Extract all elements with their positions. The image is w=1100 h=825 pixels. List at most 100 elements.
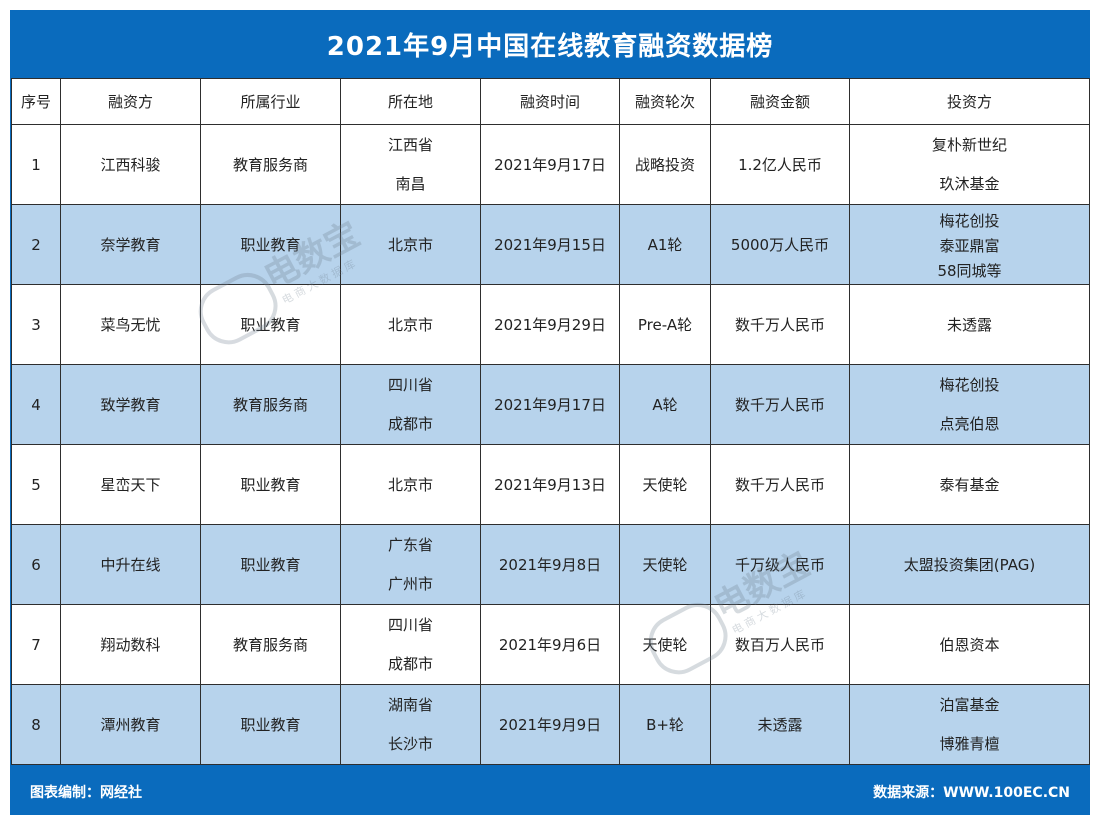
cell-date: 2021年9月9日	[480, 684, 620, 765]
cell-amount: 1.2亿人民币	[710, 124, 850, 205]
location-line: 四川省	[387, 375, 433, 394]
header-no: 序号	[11, 78, 61, 125]
cell-company: 致学教育	[60, 364, 201, 445]
cell-investors: 复朴新世纪 玖沐基金	[849, 124, 1090, 205]
cell-amount: 千万级人民币	[710, 524, 850, 605]
header-amount: 融资金额	[710, 78, 850, 125]
cell-location: 广东省 广州市	[340, 524, 481, 605]
cell-industry: 教育服务商	[200, 364, 341, 445]
cell-date: 2021年9月6日	[480, 604, 620, 685]
investor-line: 梅花创投	[939, 375, 1000, 394]
investor-line: 点亮伯恩	[939, 414, 1000, 433]
report-title: 2021年9月中国在线教育融资数据榜	[326, 31, 774, 62]
table-row: 7 翔动数科 教育服务商 四川省 成都市 2021年9月6日 天使轮 数百万人民币…	[11, 604, 1090, 685]
cell-round: 天使轮	[619, 444, 711, 525]
cell-no: 5	[11, 444, 61, 525]
cell-investors: 梅花创投 点亮伯恩	[849, 364, 1090, 445]
header-row: 序号 融资方 所属行业 所在地 融资时间 融资轮次 融资金额 投资方	[11, 78, 1090, 125]
table-row: 1 江西科骏 教育服务商 江西省 南昌 2021年9月17日 战略投资 1.2亿人…	[11, 124, 1090, 205]
cell-date: 2021年9月13日	[480, 444, 620, 525]
header-date: 融资时间	[480, 78, 620, 125]
cell-industry: 职业教育	[200, 524, 341, 605]
investor-line: 泊富基金	[939, 695, 1000, 714]
cell-amount: 数千万人民币	[710, 284, 850, 365]
location-line: 长沙市	[387, 734, 433, 753]
table-row: 8 潭州教育 职业教育 湖南省 长沙市 2021年9月9日 B+轮 未透露 泊富基…	[11, 684, 1090, 765]
table-row: 5 星峦天下 职业教育 北京市 2021年9月13日 天使轮 数千万人民币 泰有…	[11, 444, 1090, 525]
cell-amount: 数百万人民币	[710, 604, 850, 685]
cell-date: 2021年9月17日	[480, 364, 620, 445]
cell-date: 2021年9月17日	[480, 124, 620, 205]
cell-industry: 职业教育	[200, 444, 341, 525]
data-source: 数据来源：WWW.100EC.CN	[873, 785, 1070, 801]
location-line: 广州市	[387, 574, 433, 593]
cell-location: 四川省 成都市	[340, 604, 481, 685]
cell-no: 4	[11, 364, 61, 445]
cell-round: 天使轮	[619, 524, 711, 605]
cell-location: 北京市	[340, 444, 481, 525]
cell-date: 2021年9月29日	[480, 284, 620, 365]
cell-location: 江西省 南昌	[340, 124, 481, 205]
cell-investors: 泰有基金	[849, 444, 1090, 525]
cell-round: Pre-A轮	[619, 284, 711, 365]
cell-company: 奈学教育	[60, 204, 201, 285]
cell-location: 湖南省 长沙市	[340, 684, 481, 765]
header-company: 融资方	[60, 78, 201, 125]
cell-amount: 数千万人民币	[710, 364, 850, 445]
compiler-credit: 图表编制：网经社	[30, 785, 142, 801]
cell-amount: 未透露	[710, 684, 850, 765]
funding-table: 序号 融资方 所属行业 所在地 融资时间 融资轮次 融资金额 投资方 1 江西科…	[11, 78, 1090, 765]
cell-company: 翔动数科	[60, 604, 201, 685]
cell-no: 1	[11, 124, 61, 205]
cell-no: 3	[11, 284, 61, 365]
cell-date: 2021年9月8日	[480, 524, 620, 605]
cell-round: A轮	[619, 364, 711, 445]
cell-investors: 梅花创投泰亚鼎富 58同城等	[849, 204, 1090, 285]
investor-line: 58同城等	[937, 261, 1002, 280]
report-footer: 图表编制：网经社 数据来源：WWW.100EC.CN	[10, 772, 1090, 815]
investor-line: 泰亚鼎富	[939, 236, 1000, 255]
investor-line: 复朴新世纪	[931, 135, 1007, 154]
table-row: 3 菜鸟无忧 职业教育 北京市 2021年9月29日 Pre-A轮 数千万人民币…	[11, 284, 1090, 365]
header-industry: 所属行业	[200, 78, 341, 125]
location-line: 成都市	[387, 654, 433, 673]
location-line: 江西省	[387, 135, 433, 154]
location-line: 广东省	[387, 535, 433, 554]
cell-company: 菜鸟无忧	[60, 284, 201, 365]
cell-industry: 职业教育	[200, 684, 341, 765]
cell-location: 北京市	[340, 204, 481, 285]
table-row: 2 奈学教育 职业教育 北京市 2021年9月15日 A1轮 5000万人民币 …	[11, 204, 1090, 285]
cell-no: 2	[11, 204, 61, 285]
header-round: 融资轮次	[619, 78, 711, 125]
cell-location: 四川省 成都市	[340, 364, 481, 445]
investor-line: 博雅青檀	[939, 734, 1000, 753]
location-line: 湖南省	[387, 695, 433, 714]
cell-industry: 职业教育	[200, 284, 341, 365]
cell-industry: 教育服务商	[200, 124, 341, 205]
cell-company: 中升在线	[60, 524, 201, 605]
cell-company: 江西科骏	[60, 124, 201, 205]
cell-investors: 泊富基金 博雅青檀	[849, 684, 1090, 765]
cell-round: A1轮	[619, 204, 711, 285]
cell-round: B+轮	[619, 684, 711, 765]
cell-company: 星峦天下	[60, 444, 201, 525]
header-investors: 投资方	[849, 78, 1090, 125]
cell-no: 7	[11, 604, 61, 685]
cell-round: 战略投资	[619, 124, 711, 205]
location-line: 四川省	[387, 615, 433, 634]
cell-amount: 数千万人民币	[710, 444, 850, 525]
location-line: 成都市	[387, 414, 433, 433]
investor-line: 玖沐基金	[939, 174, 1000, 193]
cell-investors: 太盟投资集团(PAG)	[849, 524, 1090, 605]
cell-company: 潭州教育	[60, 684, 201, 765]
cell-no: 6	[11, 524, 61, 605]
cell-amount: 5000万人民币	[710, 204, 850, 285]
report-frame: 2021年9月中国在线教育融资数据榜 序号 融资方 所属行业 所在地 融资时间 …	[10, 10, 1090, 815]
cell-investors: 未透露	[849, 284, 1090, 365]
cell-location: 北京市	[340, 284, 481, 365]
investor-line: 梅花创投	[939, 211, 1000, 230]
cell-investors: 伯恩资本	[849, 604, 1090, 685]
cell-industry: 职业教育	[200, 204, 341, 285]
header-location: 所在地	[340, 78, 481, 125]
cell-round: 天使轮	[619, 604, 711, 685]
